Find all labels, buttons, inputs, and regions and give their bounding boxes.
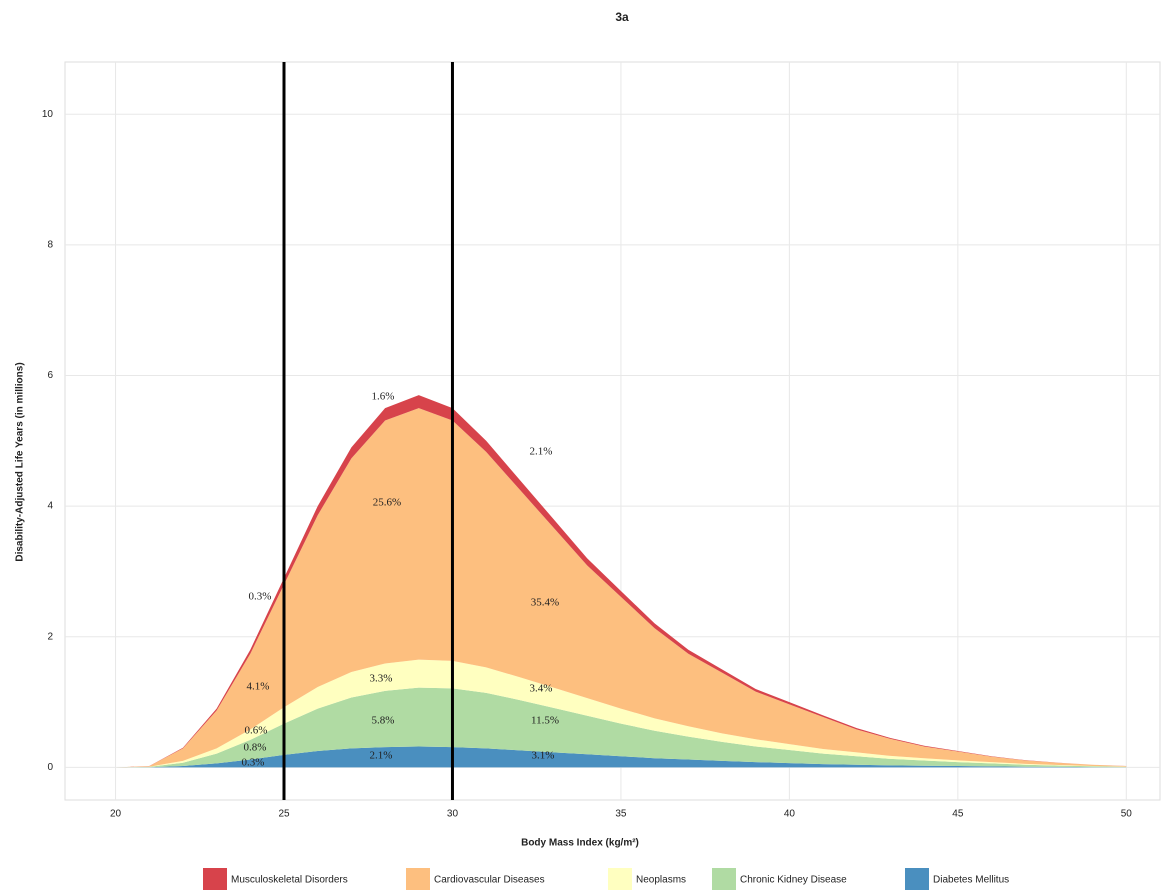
chart-title: 3a	[615, 10, 629, 24]
legend-swatch	[406, 868, 430, 890]
y-tick-label: 2	[47, 631, 53, 642]
y-tick-label: 6	[47, 370, 53, 381]
x-tick-label: 50	[1121, 809, 1133, 820]
area	[115, 687, 1127, 768]
annotation: 2.1%	[370, 750, 393, 762]
legend-label: Chronic Kidney Disease	[740, 875, 847, 886]
legend-label: Cardiovascular Diseases	[434, 875, 545, 886]
x-tick-label: 25	[278, 809, 290, 820]
legend-label: Neoplasms	[636, 875, 686, 886]
legend-swatch	[203, 868, 227, 890]
annotation: 0.3%	[249, 591, 272, 603]
x-tick-label: 45	[952, 809, 964, 820]
x-tick-label: 30	[447, 809, 459, 820]
legend-label: Musculoskeletal Disorders	[231, 875, 348, 886]
legend-swatch	[905, 868, 929, 890]
legend-swatch	[712, 868, 736, 890]
x-tick-label: 20	[110, 809, 122, 820]
annotation: 0.8%	[244, 742, 267, 754]
area	[115, 746, 1127, 768]
annotation: 0.3%	[242, 757, 265, 769]
annotation: 2.1%	[530, 446, 553, 458]
x-axis-label: Body Mass Index (kg/m²)	[521, 838, 639, 849]
legend-swatch	[608, 868, 632, 890]
annotation: 3.3%	[370, 673, 393, 685]
legend-label: Diabetes Mellitus	[933, 875, 1009, 886]
annotation: 35.4%	[531, 597, 559, 609]
annotation: 3.4%	[530, 683, 553, 695]
annotation: 5.8%	[372, 715, 395, 727]
y-tick-label: 0	[47, 762, 53, 773]
y-axis-label: Disability-Adjusted Life Years (in milli…	[15, 362, 26, 561]
area	[115, 659, 1127, 768]
y-tick-label: 4	[47, 501, 53, 512]
annotation: 3.1%	[532, 750, 555, 762]
area	[115, 408, 1127, 768]
annotation: 1.6%	[372, 391, 395, 403]
annotation: 4.1%	[247, 681, 270, 693]
y-tick-label: 10	[42, 109, 54, 120]
annotation: 0.6%	[245, 725, 268, 737]
x-tick-label: 35	[615, 809, 627, 820]
y-tick-label: 8	[47, 240, 53, 251]
x-tick-label: 40	[784, 809, 796, 820]
annotation: 25.6%	[373, 497, 401, 509]
annotation: 11.5%	[531, 715, 559, 727]
